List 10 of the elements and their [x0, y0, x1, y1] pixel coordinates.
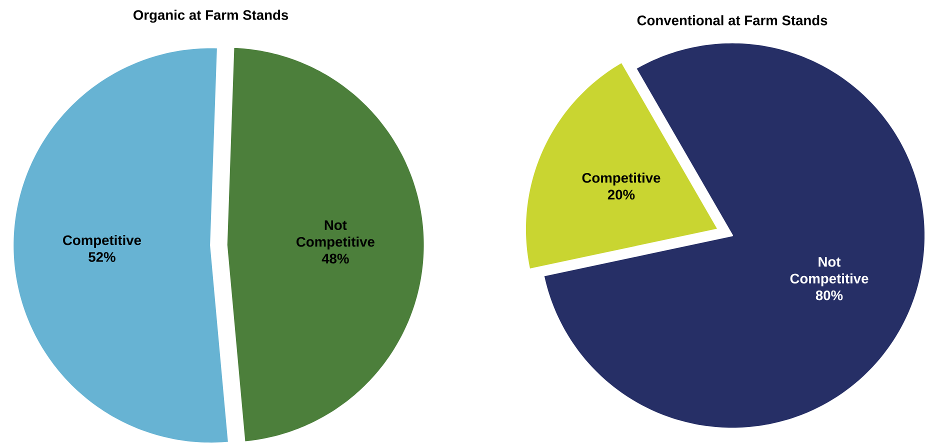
- data-label: 48%: [322, 254, 349, 264]
- slice-label: Not Competitive: [790, 256, 868, 286]
- slice-label: Competitive: [582, 172, 660, 186]
- data-label: 20%: [608, 190, 635, 200]
- slice-label: Not Competitive: [296, 220, 374, 250]
- data-label: 52%: [88, 252, 116, 262]
- data-label: 80%: [816, 290, 843, 300]
- chart-title: Organic at Farm Stands: [134, 10, 288, 23]
- slice-label: Competitive: [63, 234, 142, 248]
- chart-title: Conventional at Farm Stands: [637, 15, 828, 26]
